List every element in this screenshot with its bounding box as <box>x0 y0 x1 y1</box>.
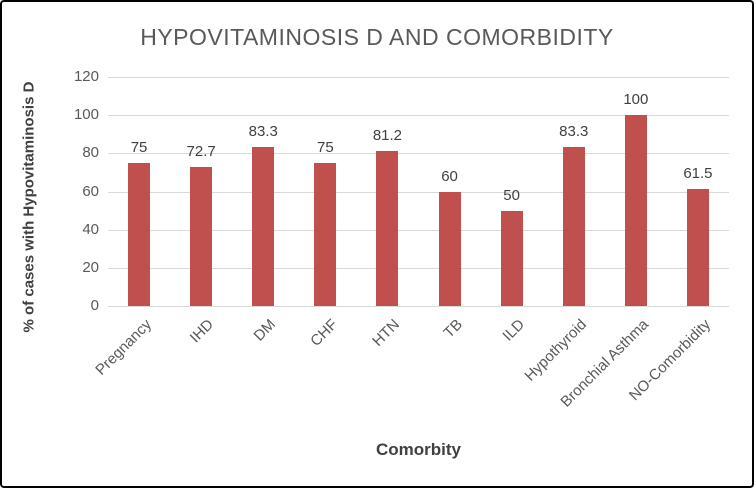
gridline <box>108 191 729 193</box>
bar-value-label: 50 <box>503 186 520 204</box>
y-tick-label: 80 <box>82 144 99 162</box>
bar <box>562 147 585 306</box>
bar-value-label: 60 <box>441 167 458 185</box>
y-tick-label: 120 <box>73 68 99 85</box>
gridline <box>108 306 729 307</box>
chart-title: HYPOVITAMINOSIS D AND COMORBIDITY <box>140 24 614 50</box>
bar-value-label: 81.2 <box>372 127 403 145</box>
x-tick-label: HTN <box>369 316 404 350</box>
x-tick-label: Pregnancy <box>92 316 156 379</box>
bar <box>252 147 275 306</box>
y-tick-label: 40 <box>82 220 99 238</box>
bar-value-label: 83.3 <box>248 123 278 141</box>
x-tick-label: IHD <box>186 316 218 347</box>
bar <box>500 210 523 306</box>
x-tick-label: DM <box>250 316 280 345</box>
y-axis-title: % of cases with Hypovitaminosis D <box>20 81 38 333</box>
gridline <box>108 267 729 269</box>
bar <box>190 167 213 306</box>
bar-value-label: 61.5 <box>683 164 713 182</box>
y-tick-label: 20 <box>82 258 99 276</box>
bar-value-label: 100 <box>623 91 649 109</box>
bar <box>438 191 461 306</box>
y-tick-label: 60 <box>82 182 99 200</box>
x-tick-label: Hypothyroid <box>521 316 590 385</box>
bar <box>314 162 337 306</box>
bar-value-label: 75 <box>317 138 334 156</box>
bar-value-label: 72.7 <box>186 143 216 161</box>
gridline <box>108 77 729 78</box>
x-tick-label: NO-Comorbidity <box>625 316 714 405</box>
x-tick-label: CHF <box>307 316 342 350</box>
bar <box>624 115 647 306</box>
x-tick-label: ILD <box>499 316 528 345</box>
gridline <box>108 115 729 117</box>
x-tick-label: Bronchial Asthma <box>557 316 652 411</box>
bar <box>686 188 709 306</box>
bar-value-label: 83.3 <box>559 123 589 141</box>
x-axis-title: Comorbity <box>376 440 461 459</box>
y-tick-label: 0 <box>90 297 99 314</box>
x-tick-label: TB <box>439 316 466 342</box>
bar <box>128 162 151 306</box>
bar-value-label: 75 <box>130 138 148 156</box>
gridline <box>108 153 729 155</box>
bar <box>376 151 399 306</box>
y-tick-label: 100 <box>73 106 99 124</box>
gridline <box>108 229 729 231</box>
